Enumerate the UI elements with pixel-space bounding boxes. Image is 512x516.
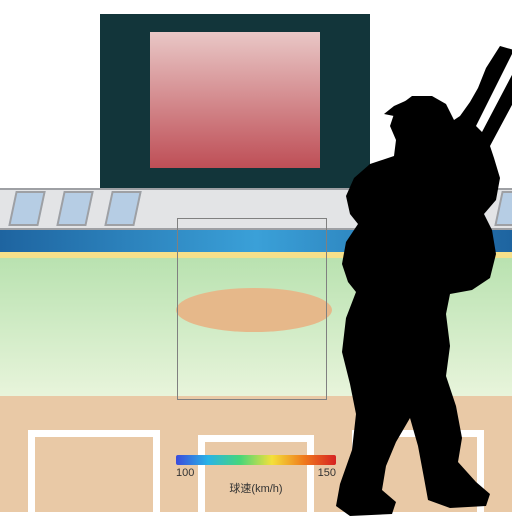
scoreboard-screen [150, 32, 320, 172]
stand-window [56, 191, 93, 226]
stand-window [8, 191, 45, 226]
batter-silhouette [300, 46, 512, 516]
batter-body-path [336, 46, 512, 516]
legend-tick-min: 100 [176, 467, 194, 479]
batter-box-left [28, 430, 160, 512]
stand-window [104, 191, 141, 226]
pitch-location-diagram: 100 150 球速(km/h) [0, 0, 512, 512]
